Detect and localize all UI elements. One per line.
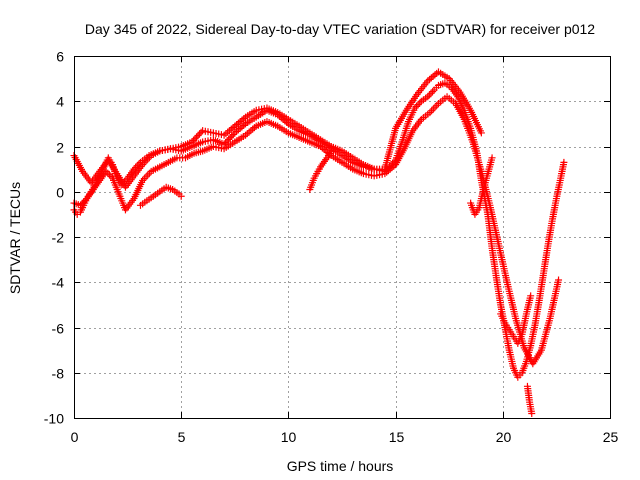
y-tick-label: -6 (52, 321, 65, 337)
series-segment-a (136, 183, 185, 209)
data-point (411, 104, 419, 112)
data-point (228, 132, 236, 140)
x-tick-label: 5 (178, 429, 186, 445)
data-point (194, 132, 202, 140)
data-point (413, 102, 421, 110)
y-tick-label: 4 (56, 94, 64, 110)
data-point (416, 99, 424, 107)
x-tick-label: 25 (603, 429, 619, 445)
data-point (414, 101, 422, 109)
data-point (191, 135, 199, 143)
x-tick-label: 15 (389, 429, 405, 445)
data-point (177, 192, 185, 200)
series-upper-band (70, 68, 485, 191)
data-point (78, 200, 86, 208)
data-point (226, 134, 234, 142)
data-point (193, 133, 201, 141)
data-point (105, 171, 113, 179)
x-tick-label: 20 (496, 429, 512, 445)
x-axis-label: GPS time / hours (287, 458, 394, 474)
data-point (477, 129, 485, 137)
data-point (188, 138, 196, 146)
y-tick-label: -2 (52, 230, 65, 246)
data-point (560, 158, 568, 166)
y-tick-label: 2 (56, 140, 64, 156)
data-point (81, 196, 89, 204)
y-tick-label: -10 (44, 411, 64, 427)
series-segment-b (306, 147, 335, 193)
data-point (327, 147, 335, 155)
data-point (76, 201, 84, 209)
x-tick-label: 10 (281, 429, 297, 445)
data-point (431, 103, 439, 111)
data-point (144, 171, 152, 179)
y-tick-label: -8 (52, 366, 65, 382)
x-tick-label: 0 (71, 429, 79, 445)
data-point (80, 198, 88, 206)
data-point (225, 135, 233, 143)
data-point (428, 107, 436, 115)
series-segment-c (467, 154, 496, 218)
data-point (528, 409, 536, 417)
data-point (102, 167, 110, 175)
data-point (488, 154, 496, 162)
data-point (424, 93, 432, 101)
data-point (427, 89, 435, 97)
data-point (189, 136, 197, 144)
series-lower-band (70, 93, 563, 368)
data-point (429, 88, 437, 96)
y-tick-label: 6 (56, 49, 64, 65)
data-point (433, 101, 441, 109)
data-point (142, 173, 150, 181)
data-point (104, 169, 112, 177)
data-point (196, 130, 204, 138)
data-point (229, 131, 237, 139)
data-point (429, 105, 437, 113)
data-point (107, 172, 115, 180)
series-segment-e (497, 292, 535, 347)
data-point (197, 128, 205, 136)
chart-title: Day 345 of 2022, Sidereal Day-to-day VTE… (85, 21, 595, 37)
data-points (70, 68, 568, 417)
y-tick-label: 0 (56, 185, 64, 201)
data-point (425, 91, 433, 99)
series-segment-d (523, 382, 536, 417)
y-tick-label: -4 (52, 275, 65, 291)
data-point (555, 276, 563, 284)
data-point (527, 292, 535, 300)
y-axis-label: SDTVAR / TECUs (7, 182, 23, 294)
data-point (223, 137, 231, 145)
